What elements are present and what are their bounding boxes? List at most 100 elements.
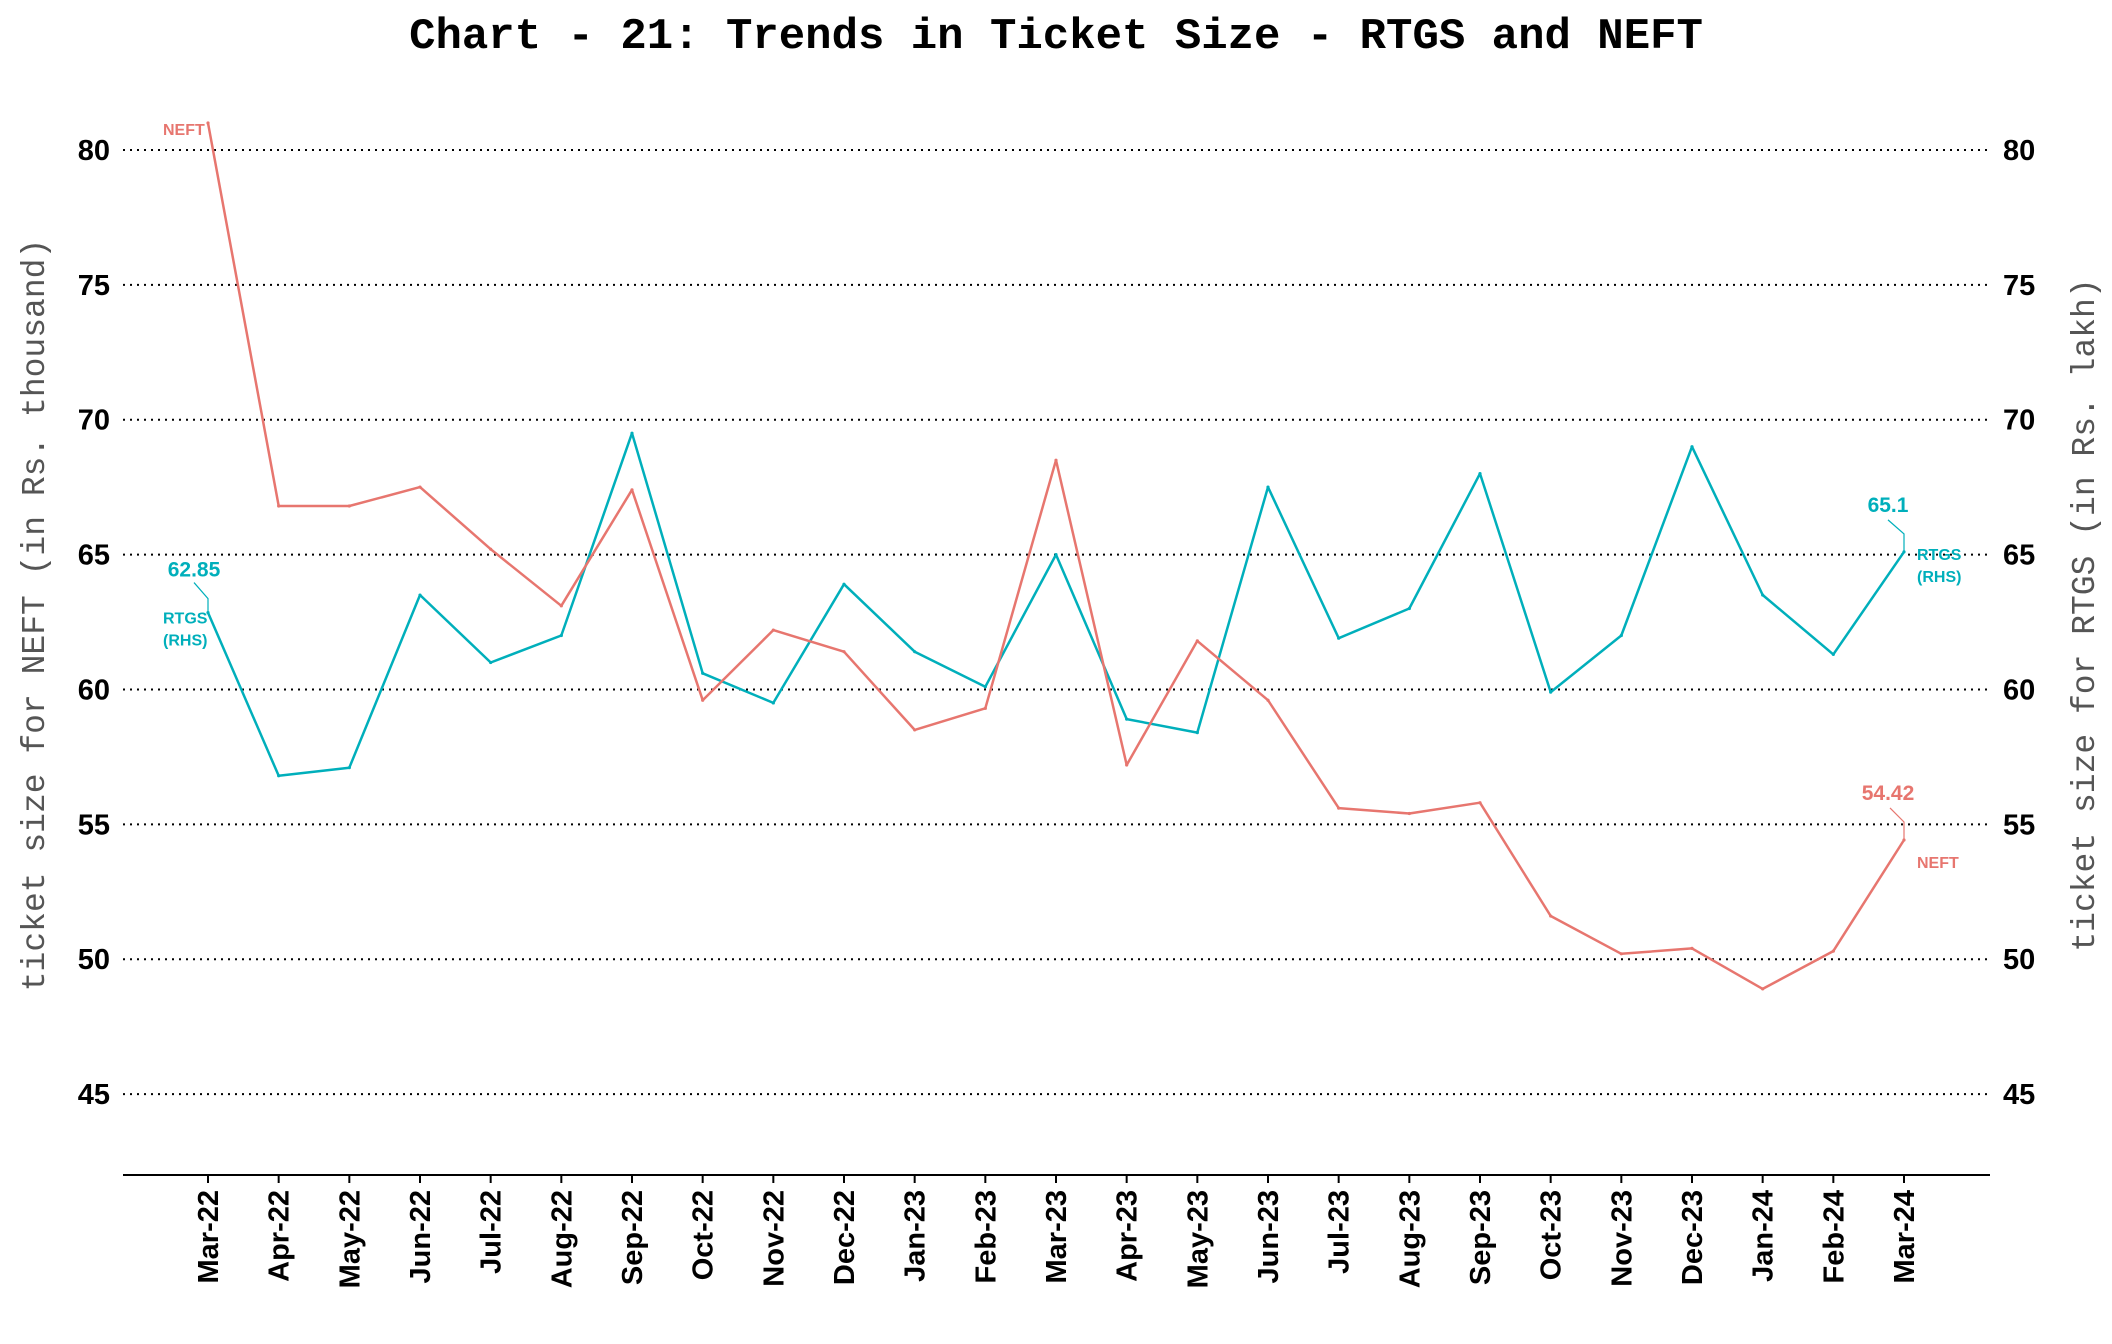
x-tick-label: Dec-23 (1677, 1190, 1709, 1285)
data-point-rtgs (701, 671, 705, 675)
data-point-neft (771, 628, 775, 632)
data-point-neft (489, 547, 493, 551)
y-tick-right-label: 65 (2003, 540, 2035, 572)
data-point-rtgs (983, 685, 987, 689)
y-tick-right-label: 70 (2003, 405, 2035, 437)
data-point-rtgs (1478, 472, 1482, 476)
data-point-neft (277, 504, 281, 508)
rtgs-start-series-tag: RTGS (163, 611, 208, 628)
data-point-neft (1690, 946, 1694, 951)
rtgs-end-series-tag: RTGS (1917, 547, 1962, 564)
x-tick-label: Apr-22 (264, 1190, 296, 1282)
x-axis-ticks: Mar-22 Apr-22 May-22 Jun-22 Jul-22 Aug-22 Sep-… (193, 1175, 1921, 1288)
data-point-neft (1266, 698, 1270, 702)
data-point-neft (1549, 914, 1553, 918)
x-tick-label: Apr-23 (1112, 1190, 1144, 1282)
data-point-neft (1761, 987, 1765, 991)
y-tick-left-label: 55 (78, 809, 110, 841)
y-tick-left-label: 75 (78, 270, 110, 302)
data-point-rtgs (418, 593, 422, 597)
data-point-neft (1831, 949, 1835, 953)
data-point-neft (1478, 801, 1482, 805)
leader-line (1889, 807, 1905, 840)
data-point-neft (347, 504, 351, 508)
series-line-rtgs (206, 431, 1906, 778)
data-point-rtgs (1407, 606, 1411, 611)
data-point-rtgs (1195, 731, 1199, 735)
y-tick-right-label: 45 (2003, 1079, 2035, 1111)
data-point-rtgs (842, 582, 846, 586)
data-point-rtgs (1054, 552, 1058, 557)
y-tick-left-label: 50 (78, 944, 110, 976)
x-tick-label: Aug-23 (1394, 1190, 1426, 1288)
y-tick-right-label: 60 (2003, 674, 2035, 706)
rtgs-end-series-tag-sub: (RHS) (1917, 569, 1961, 586)
x-tick-label: Feb-23 (970, 1190, 1002, 1283)
data-point-rtgs (1761, 593, 1765, 597)
y-axis-left-ticks: 45 50 55 60 65 70 75 80 (78, 135, 110, 1111)
x-tick-label: Sep-23 (1465, 1190, 1497, 1285)
data-point-neft (206, 121, 210, 125)
x-tick-label: Oct-22 (688, 1190, 720, 1280)
x-tick-label: Jul-22 (476, 1190, 508, 1274)
x-tick-label: Jul-23 (1324, 1190, 1356, 1274)
chart-title: Chart - 21: Trends in Ticket Size - RTGS… (409, 12, 1703, 62)
data-point-neft (1337, 806, 1341, 810)
data-point-rtgs (1266, 485, 1270, 489)
x-tick-label: Nov-22 (758, 1190, 790, 1287)
data-point-neft (630, 488, 634, 492)
neft-end-value-label: 54.42 (1862, 782, 1915, 805)
data-point-rtgs (489, 660, 493, 665)
gridlines (123, 148, 1990, 1096)
x-tick-label: Nov-23 (1606, 1190, 1638, 1287)
rtgs-start-series-tag-sub: (RHS) (163, 633, 207, 650)
data-point-rtgs (559, 633, 563, 638)
data-point-rtgs (913, 650, 917, 654)
y-tick-left-label: 60 (78, 674, 110, 706)
x-tick-label: Mar-23 (1041, 1190, 1073, 1284)
data-point-rtgs (1619, 633, 1623, 638)
x-tick-label: Mar-22 (193, 1190, 225, 1284)
data-point-rtgs (1690, 445, 1694, 449)
series-lines (206, 121, 1906, 991)
data-point-rtgs (1831, 652, 1835, 656)
data-point-neft (1902, 838, 1906, 842)
data-point-neft (1407, 811, 1411, 816)
y-tick-right-label: 75 (2003, 270, 2035, 302)
x-tick-label: Mar-24 (1889, 1190, 1921, 1284)
leader-line (1887, 519, 1905, 552)
data-point-rtgs (1125, 717, 1129, 721)
data-point-rtgs (1549, 690, 1553, 694)
y-axis-left-title: ticket size for NEFT (in Rs. thousand) (17, 239, 54, 992)
data-point-rtgs (347, 766, 351, 770)
x-tick-label: Jan-24 (1748, 1190, 1780, 1282)
x-tick-label: May-23 (1182, 1190, 1214, 1288)
y-axis-right-title: ticket size for RTGS (in Rs. lakh) (2067, 278, 2104, 951)
data-point-neft (418, 485, 422, 489)
y-tick-right-label: 50 (2003, 944, 2035, 976)
x-tick-label: Jun-23 (1253, 1190, 1285, 1283)
data-point-neft (1619, 952, 1623, 956)
y-tick-right-label: 80 (2003, 135, 2035, 167)
x-tick-label: Jan-23 (900, 1190, 932, 1282)
data-point-neft (559, 604, 563, 608)
y-tick-left-label: 80 (78, 135, 110, 167)
data-point-rtgs (1337, 636, 1341, 640)
x-tick-label: Sep-22 (617, 1190, 649, 1285)
y-tick-right-label: 55 (2003, 809, 2035, 841)
data-point-neft (1125, 763, 1129, 767)
data-point-neft (983, 706, 987, 710)
data-point-neft (913, 728, 917, 732)
data-point-neft (1054, 458, 1058, 462)
series-labels: 62.85 RTGS (RHS) 65.1 RTGS (RHS) NEFT 54.42 NEFT (163, 122, 1962, 872)
y-tick-left-label: 65 (78, 540, 110, 572)
y-tick-left-label: 70 (78, 405, 110, 437)
x-tick-label: Jun-22 (405, 1190, 437, 1283)
rtgs-start-value-label: 62.85 (168, 559, 221, 582)
data-point-neft (842, 650, 846, 654)
x-tick-label: Dec-22 (829, 1190, 861, 1285)
rtgs-end-value-label: 65.1 (1868, 494, 1909, 517)
data-point-rtgs (630, 431, 634, 435)
data-point-rtgs (206, 610, 210, 615)
